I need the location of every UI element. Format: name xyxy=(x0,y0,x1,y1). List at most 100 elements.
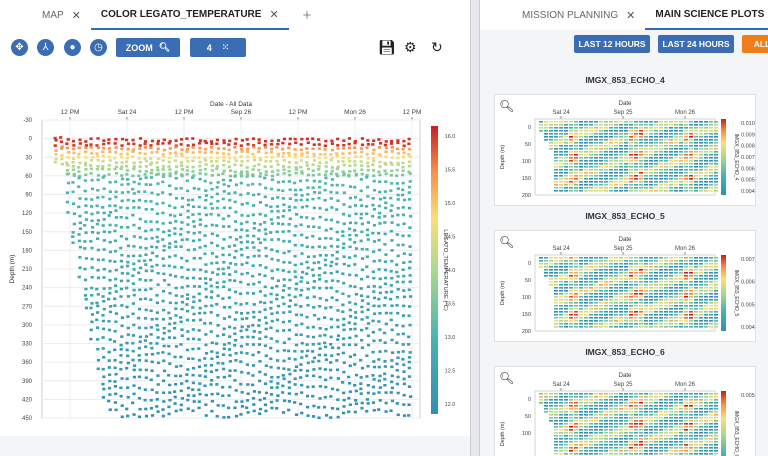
y-tick-label: 420 xyxy=(22,397,33,403)
data-point xyxy=(282,349,286,352)
echo-cell xyxy=(564,260,568,262)
pan-button[interactable]: ✥ xyxy=(11,39,28,56)
zoom-in-icon[interactable]: 🔍︎ xyxy=(499,371,515,385)
data-point xyxy=(407,375,412,378)
data-point xyxy=(174,365,179,368)
data-point xyxy=(234,210,238,214)
data-point xyxy=(120,161,124,164)
echo-cell xyxy=(574,453,578,455)
marker-size-button[interactable]: 4 ⁙ xyxy=(190,38,246,57)
gear-icon[interactable]: ⚙ xyxy=(404,39,417,55)
close-icon[interactable]: ✕ xyxy=(71,9,81,22)
echo-cell xyxy=(564,444,568,446)
refresh-icon[interactable]: ↻ xyxy=(431,39,443,55)
panel-divider[interactable] xyxy=(470,0,480,456)
data-point xyxy=(77,146,81,150)
data-point xyxy=(287,229,291,233)
echo-cell xyxy=(554,453,558,455)
data-point xyxy=(287,286,291,290)
data-point xyxy=(407,234,411,238)
save-icon[interactable]: 💾︎ xyxy=(378,39,396,55)
data-point xyxy=(240,253,244,257)
echo-cell xyxy=(714,411,718,413)
echo-cell xyxy=(699,438,703,440)
tab-mission-planning[interactable]: MISSION PLANNING ✕ xyxy=(480,0,645,30)
zoom-in-icon[interactable]: 🔍︎ xyxy=(499,99,515,113)
echo-cell xyxy=(579,396,583,398)
echo-cell xyxy=(639,190,643,192)
data-point xyxy=(89,328,93,332)
data-point xyxy=(162,138,166,142)
echo-cell xyxy=(554,278,558,280)
data-point xyxy=(305,164,310,167)
clock-button[interactable]: ◷ xyxy=(90,39,107,56)
data-point xyxy=(84,144,89,147)
data-point xyxy=(113,239,118,243)
data-point xyxy=(305,272,309,276)
data-point xyxy=(78,142,82,145)
zoom-in-icon[interactable]: 🔍︎ xyxy=(499,235,515,249)
tab-color-legato-temperature[interactable]: COLOR LEGATO_TEMPERATURE ✕ xyxy=(90,0,289,30)
echo-cell xyxy=(559,302,563,304)
echo-cell xyxy=(649,142,653,144)
echo-cell xyxy=(689,151,693,153)
y-axis-label: Depth (m) xyxy=(9,255,16,284)
data-point xyxy=(293,188,298,192)
y-tick-label: 390 xyxy=(22,379,33,385)
echo-cell xyxy=(589,453,593,455)
zoom-button[interactable]: ZOOM 🔍︎ xyxy=(116,38,180,57)
palette-button[interactable]: ● xyxy=(64,39,81,56)
data-point xyxy=(108,259,112,263)
data-point xyxy=(192,394,196,397)
data-point xyxy=(300,244,304,247)
data-point xyxy=(317,317,321,321)
echo-cell xyxy=(714,447,718,449)
echo-cell xyxy=(679,281,683,283)
data-point xyxy=(312,191,317,194)
close-icon[interactable]: ✕ xyxy=(269,8,279,21)
echo-cell xyxy=(624,263,628,265)
echo-cell xyxy=(599,160,603,162)
echo-cell xyxy=(639,121,643,123)
echo-cell xyxy=(584,396,588,398)
echo-cell xyxy=(574,184,578,186)
data-point xyxy=(389,142,394,145)
data-point xyxy=(324,218,328,222)
echo-cell xyxy=(599,317,603,319)
echo-cell xyxy=(624,302,628,304)
last-12-hours-button[interactable]: LAST 12 HOURS xyxy=(574,35,650,53)
add-tab-icon[interactable]: + xyxy=(302,6,312,24)
echo-cell xyxy=(684,124,688,126)
tab-color-legato-label: COLOR LEGATO_TEMPERATURE xyxy=(100,8,262,20)
data-point xyxy=(377,408,381,411)
data-point xyxy=(101,295,105,298)
all-button[interactable]: ALL xyxy=(742,35,768,53)
data-point xyxy=(204,333,208,336)
echo-cell xyxy=(639,127,643,129)
close-icon[interactable]: ✕ xyxy=(626,9,636,22)
echo-cell xyxy=(704,272,708,274)
data-point xyxy=(372,148,376,152)
echo-cell xyxy=(574,136,578,138)
data-point xyxy=(161,408,165,411)
data-point xyxy=(144,414,149,418)
echo-cell xyxy=(564,450,568,452)
echo-cell xyxy=(584,257,588,259)
data-point xyxy=(215,383,219,386)
echo-cell xyxy=(684,396,688,398)
tab-main-science-plots[interactable]: MAIN SCIENCE PLOTS ✕ xyxy=(645,0,768,30)
data-point xyxy=(132,235,136,238)
data-point xyxy=(210,271,215,274)
echo-cell xyxy=(714,393,718,395)
echo-cell xyxy=(689,139,693,141)
echo-cell xyxy=(589,178,593,180)
tab-map[interactable]: MAP ✕ xyxy=(0,0,91,30)
echo-cell xyxy=(639,181,643,183)
last-24-hours-button[interactable]: LAST 24 HOURS xyxy=(658,35,734,53)
data-point xyxy=(120,253,124,257)
axes-button[interactable]: ⅄ xyxy=(37,39,54,56)
